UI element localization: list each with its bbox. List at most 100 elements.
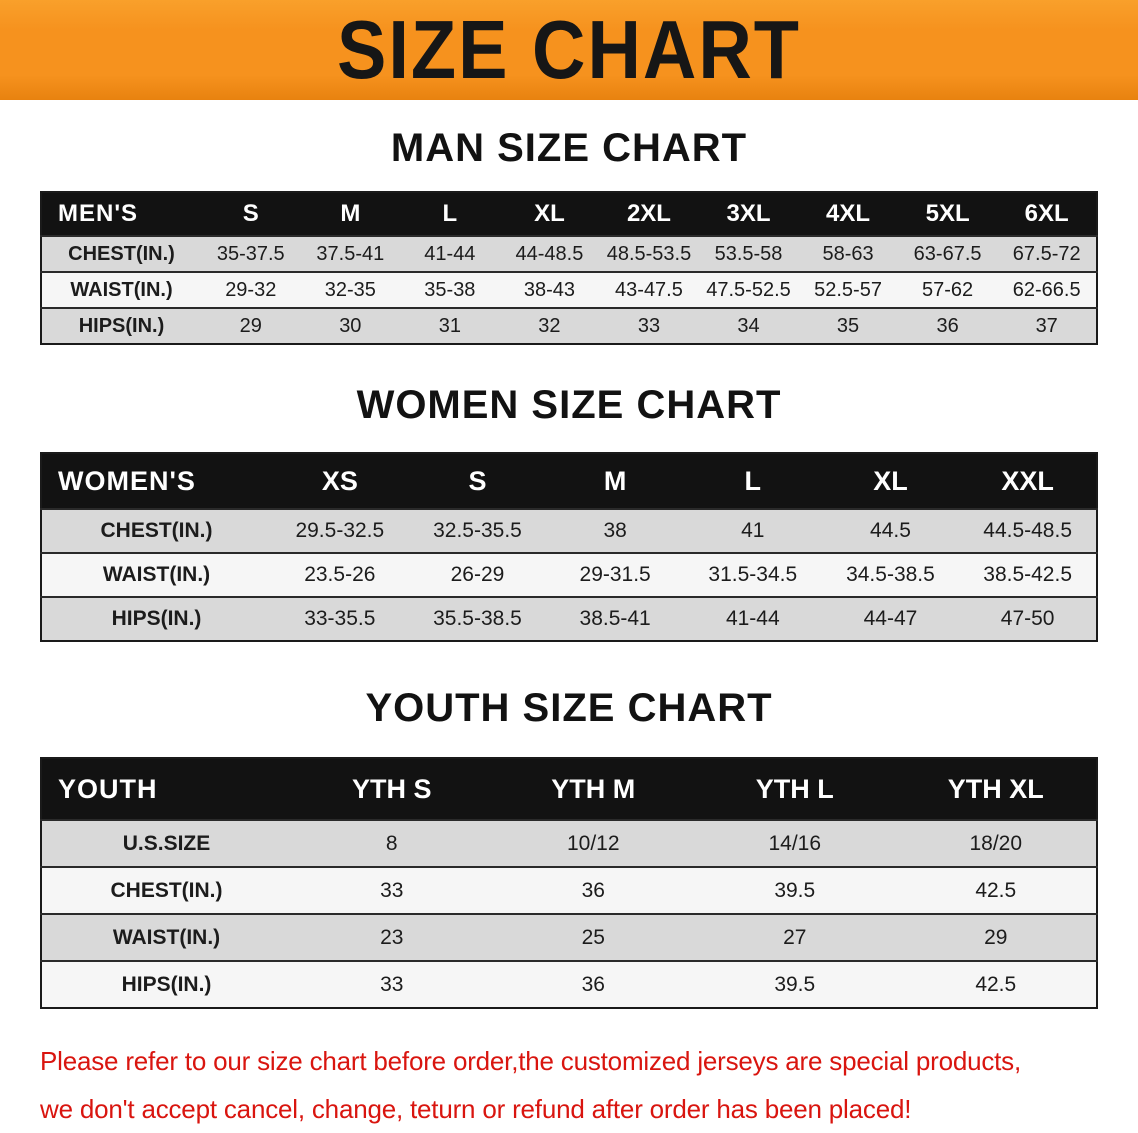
- size-value-cell: 38: [603, 519, 627, 542]
- size-value-cell: 41-44: [424, 242, 476, 265]
- size-value-cell: 27: [783, 925, 807, 949]
- order-policy-note: Please refer to our size chart before or…: [40, 1037, 1098, 1133]
- size-value-cell: 43-47.5: [615, 278, 683, 301]
- table-row: CHEST(IN.) 33 36 39.5 42.5: [41, 867, 1097, 914]
- size-value-cell: 32: [538, 314, 561, 337]
- row-label: CHEST(IN.): [68, 242, 175, 265]
- size-value-cell: 10/12: [566, 831, 620, 855]
- size-column-header: XL: [499, 192, 600, 236]
- row-label: HIPS(IN.): [111, 607, 202, 630]
- size-column-header: L: [683, 453, 822, 509]
- table-title: YOUTH: [41, 758, 291, 820]
- size-value-cell: 44-47: [863, 607, 918, 630]
- table-row: HIPS(IN.) 33-35.5 35.5-38.5 38.5-41 41-44 44-…: [41, 597, 1097, 641]
- page-title: SIZE CHART: [337, 2, 801, 96]
- table-row: WAIST(IN.) 29-32 32-35 35-38 38-43 43-47.5 47.…: [41, 272, 1097, 308]
- size-value-cell: 36: [936, 314, 959, 337]
- size-value-cell: 48.5-53.5: [606, 242, 692, 265]
- table-header-row: YOUTH YTH S YTH M YTH L YTH XL: [41, 758, 1097, 820]
- size-value-cell: 36: [581, 878, 605, 902]
- table-row: WAIST(IN.) 23.5-26 26-29 29-31.5 31.5-34.5 34…: [41, 553, 1097, 597]
- table-title: WOMEN'S: [41, 453, 271, 509]
- size-value-cell: 41-44: [725, 607, 780, 630]
- size-value-cell: 63-67.5: [913, 242, 982, 265]
- size-column-header: S: [201, 192, 301, 236]
- size-value-cell: 29: [984, 925, 1008, 949]
- row-label: U.S.SIZE: [122, 831, 211, 855]
- size-value-cell: 33: [637, 314, 661, 337]
- size-value-cell: 35.5-38.5: [433, 607, 522, 630]
- size-value-cell: 34.5-38.5: [846, 563, 935, 586]
- size-value-cell: 42.5: [975, 972, 1017, 996]
- size-value-cell: 14/16: [768, 831, 822, 855]
- size-value-cell: 31: [438, 314, 461, 337]
- size-value-cell: 44.5-48.5: [983, 519, 1073, 542]
- size-value-cell: 36: [581, 972, 605, 996]
- size-value-cell: 38.5-42.5: [983, 563, 1073, 586]
- row-label: WAIST(IN.): [112, 925, 221, 949]
- row-label: WAIST(IN.): [102, 563, 211, 586]
- size-value-cell: 29.5-32.5: [295, 519, 385, 542]
- size-value-cell: 57-62: [922, 278, 974, 301]
- size-value-cell: 29-32: [225, 278, 277, 301]
- women-size-table: WOMEN'S XS S M L XL XXL CHEST(IN.) 29.5-32.5 32.5…: [40, 452, 1098, 642]
- size-column-header: S: [408, 453, 547, 509]
- size-value-cell: 25: [581, 925, 605, 949]
- table-row: HIPS(IN.) 33 36 39.5 42.5: [41, 961, 1097, 1008]
- youth-section-heading: YOUTH SIZE CHART: [365, 686, 773, 730]
- size-value-cell: 34: [737, 314, 760, 337]
- table-title: MEN'S: [41, 192, 201, 236]
- size-value-cell: 26-29: [450, 563, 505, 586]
- size-column-header: YTH L: [694, 758, 896, 820]
- size-value-cell: 18/20: [969, 831, 1023, 855]
- row-label: CHEST(IN.): [100, 519, 213, 542]
- size-value-cell: 35: [836, 314, 860, 337]
- size-value-cell: 33-35.5: [304, 607, 376, 630]
- size-column-header: 4XL: [798, 192, 898, 236]
- table-row: WAIST(IN.) 23 25 27 29: [41, 914, 1097, 961]
- size-value-cell: 47-50: [1000, 607, 1055, 630]
- size-value-cell: 37.5-41: [316, 242, 385, 265]
- size-column-header: 6XL: [997, 192, 1097, 236]
- size-value-cell: 67.5-72: [1012, 242, 1081, 265]
- size-value-cell: 23: [380, 925, 404, 949]
- size-value-cell: 41: [741, 519, 765, 542]
- row-label: WAIST(IN.): [70, 278, 173, 301]
- size-value-cell: 62-66.5: [1012, 278, 1081, 301]
- table-row: CHEST(IN.) 29.5-32.5 32.5-35.5 38 41 44.5 44.5…: [41, 509, 1097, 553]
- size-value-cell: 53.5-58: [714, 242, 783, 265]
- size-value-cell: 38.5-41: [579, 607, 651, 630]
- size-value-cell: 44.5: [870, 519, 911, 542]
- size-column-header: M: [300, 192, 401, 236]
- size-column-header: YTH M: [492, 758, 694, 820]
- size-value-cell: 33: [380, 878, 404, 902]
- table-row: HIPS(IN.) 29 30 31 32 33 34 35 36 37: [41, 308, 1097, 344]
- size-column-header: YTH XL: [895, 758, 1097, 820]
- table-header-row: WOMEN'S XS S M L XL XXL: [41, 453, 1097, 509]
- size-value-cell: 35-38: [424, 278, 476, 301]
- size-value-cell: 44-48.5: [515, 242, 584, 265]
- size-column-header: M: [546, 453, 684, 509]
- size-value-cell: 29-31.5: [579, 563, 651, 586]
- size-value-cell: 52.5-57: [814, 278, 882, 301]
- men-size-table: MEN'S S M L XL 2XL 3XL 4XL 5XL 6XL CHEST(IN.) 35-37…: [40, 191, 1098, 345]
- size-column-header: 5XL: [897, 192, 998, 236]
- size-value-cell: 42.5: [975, 878, 1017, 902]
- size-value-cell: 47.5-52.5: [706, 278, 791, 301]
- men-section-heading: MAN SIZE CHART: [390, 126, 748, 170]
- order-policy-line-1: Please refer to our size chart before or…: [40, 1046, 1022, 1076]
- youth-size-table: YOUTH YTH S YTH M YTH L YTH XL U.S.SIZE 8 10/12…: [40, 757, 1098, 1009]
- size-column-header: XXL: [959, 453, 1097, 509]
- women-section-heading: WOMEN SIZE CHART: [356, 383, 782, 427]
- size-value-cell: 58-63: [822, 242, 874, 265]
- size-value-cell: 32-35: [324, 278, 376, 301]
- size-value-cell: 37: [1035, 314, 1058, 337]
- size-value-cell: 31.5-34.5: [708, 563, 798, 586]
- size-column-header: XL: [821, 453, 960, 509]
- size-value-cell: 35-37.5: [216, 242, 285, 265]
- size-column-header: 3XL: [698, 192, 799, 236]
- table-row: CHEST(IN.) 35-37.5 37.5-41 41-44 44-48.5 48.5…: [41, 236, 1097, 272]
- table-row: U.S.SIZE 8 10/12 14/16 18/20: [41, 820, 1097, 867]
- order-policy-line-2: we don't accept cancel, change, teturn o…: [40, 1094, 912, 1125]
